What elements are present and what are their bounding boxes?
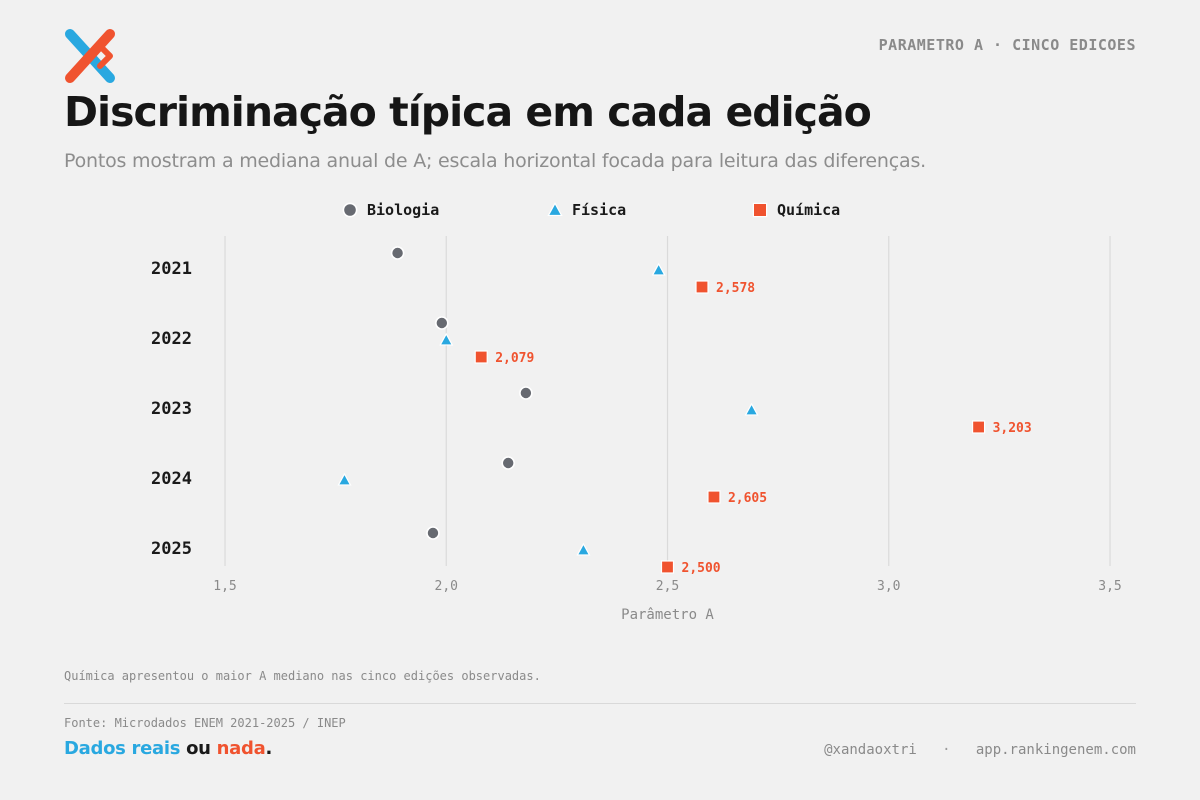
data-label-2023: 3,203	[993, 421, 1032, 436]
legend-marker-0	[342, 202, 358, 218]
point-quimica-2025	[660, 560, 675, 574]
brand-part-3: nada	[216, 738, 266, 759]
y-tick-label-2023: 2023	[151, 399, 192, 419]
author-handle: @xandaoxtri	[824, 742, 917, 758]
point-quimica-2022	[474, 350, 488, 364]
y-tick-label-2021: 2021	[151, 259, 192, 279]
brand-part-2: ou	[186, 738, 211, 759]
x-axis-label: Parâmetro A	[621, 607, 714, 623]
point-fisica-2024	[337, 472, 352, 486]
legend-label-2: Química	[777, 201, 840, 219]
page-title: Discriminação típica em cada edição	[64, 88, 872, 136]
x-logo-icon	[65, 29, 115, 83]
data-label-2025: 2,500	[682, 561, 721, 576]
chart-note: Química apresentou o maior A mediano nas…	[64, 669, 541, 683]
brand-part-4: .	[265, 738, 273, 759]
point-biologia-2023	[519, 386, 533, 400]
scatter-chart: Biologia Física Química 1,5 2,0 2,5 3,0 3,5 Parâ…	[151, 201, 1122, 623]
data-label-2022: 2,079	[495, 351, 534, 366]
brand-part-1: Dados reais	[64, 738, 181, 759]
site-link[interactable]: app.rankingenem.com	[975, 742, 1136, 758]
x-tick-label-2: 2,5	[656, 579, 679, 594]
x-tick-label-1: 2,0	[435, 579, 458, 594]
point-fisica-2023	[744, 402, 759, 416]
legend-label-0: Biologia	[367, 201, 439, 219]
point-fisica-2021	[651, 262, 666, 276]
point-biologia-2024	[501, 456, 516, 470]
data-label-2024: 2,605	[728, 491, 767, 506]
legend-marker-2	[752, 202, 768, 218]
legend-label-1: Física	[572, 201, 626, 219]
point-quimica-2021	[695, 280, 709, 294]
y-tick-label-2022: 2022	[151, 329, 192, 349]
x-tick-label-3: 3,0	[877, 579, 900, 594]
credits: @xandaoxtri · app.rankingenem.com	[824, 742, 1136, 758]
data-label-2021: 2,578	[716, 281, 755, 296]
page-subtitle: Pontos mostram a mediana anual de A; esc…	[64, 150, 926, 172]
point-quimica-2023	[971, 420, 986, 434]
legend-marker-1	[547, 202, 563, 217]
credits-separator: ·	[942, 742, 951, 758]
point-biologia-2021	[390, 246, 405, 260]
point-fisica-2022	[439, 332, 454, 346]
footer-divider	[64, 703, 1136, 704]
source-text: Fonte: Microdados ENEM 2021-2025 / INEP	[64, 716, 346, 730]
brand-slogan: Dados reais ou nada.	[64, 738, 272, 759]
point-biologia-2025	[426, 526, 440, 540]
header-tag: PARAMETRO A · CINCO EDICOES	[878, 36, 1136, 54]
y-tick-label-2025: 2025	[151, 539, 192, 559]
y-tick-label-2024: 2024	[151, 469, 192, 489]
point-biologia-2022	[435, 316, 449, 330]
point-fisica-2025	[576, 542, 591, 556]
point-quimica-2024	[707, 490, 721, 504]
x-tick-label-4: 3,5	[1098, 579, 1121, 594]
x-tick-label-0: 1,5	[213, 579, 236, 594]
